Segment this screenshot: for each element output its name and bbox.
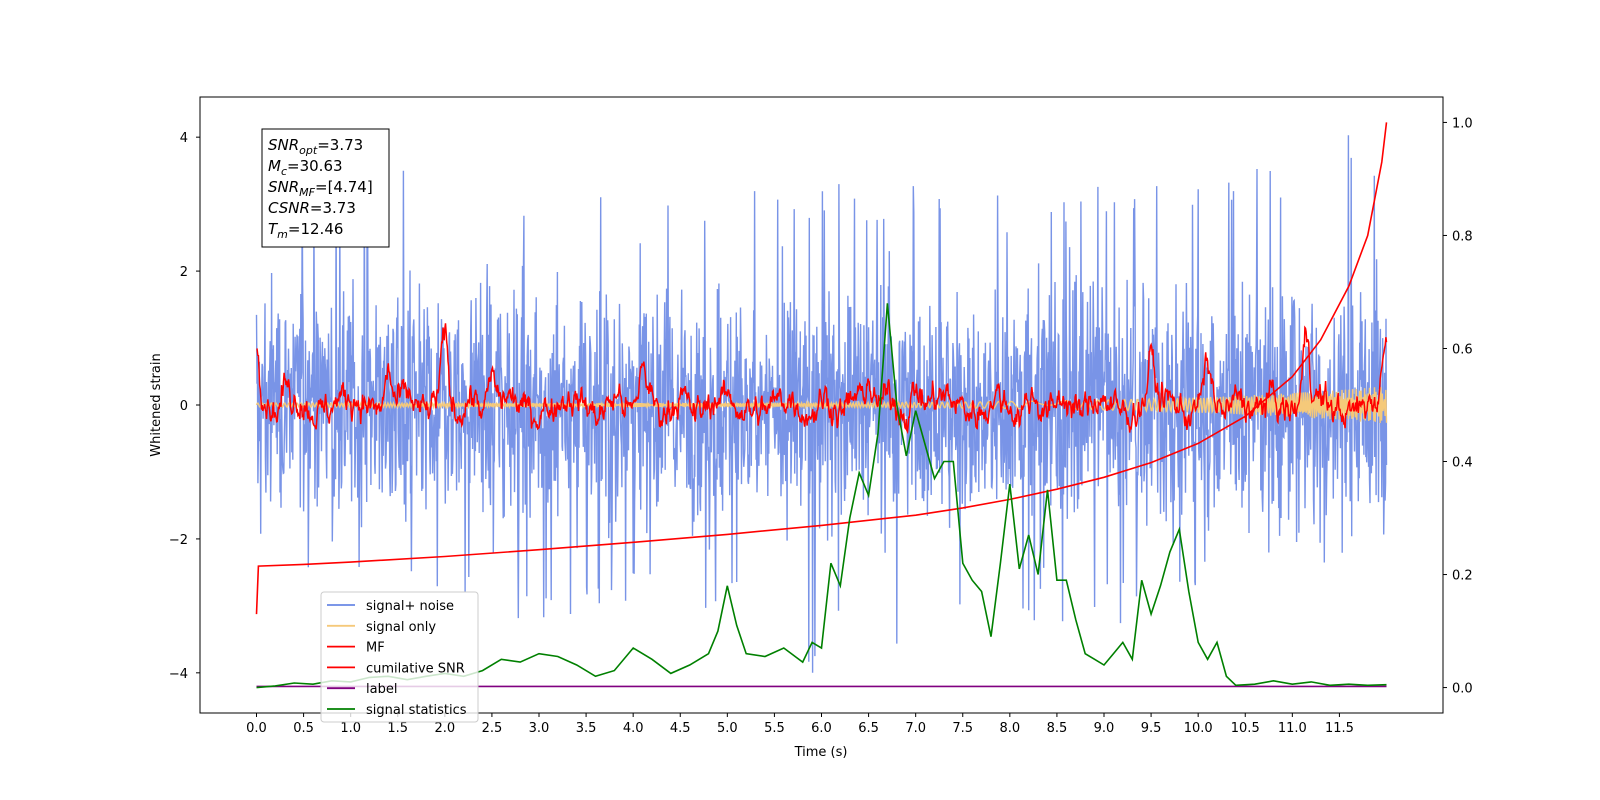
x-tick-label: 11.0: [1278, 721, 1307, 736]
y2-tick-label: 0.4: [1452, 456, 1473, 471]
x-tick-label: 0.0: [246, 721, 267, 736]
x-tick-label: 1.5: [387, 721, 408, 736]
x-axis: 0.0 0.5 1.0 1.5 2.0 2.5 3.0 3.5 4.0 4.5 5.0 5.5 6.0 6…: [246, 713, 1354, 736]
series-layer: [255, 122, 1388, 689]
x-tick-label: 2.5: [482, 721, 503, 736]
x-tick-label: 8.0: [999, 721, 1020, 736]
x-tick-label: 8.5: [1047, 721, 1068, 736]
y-axis-left: 4 2 0 −2 −4: [169, 131, 200, 682]
y-tick-label: 2: [180, 265, 188, 280]
x-tick-label: 4.0: [623, 721, 644, 736]
x-tick-label: 10.5: [1231, 721, 1260, 736]
annotation-line: Mc=30.63: [268, 157, 343, 178]
x-tick-label: 0.5: [293, 721, 314, 736]
x-tick-label: 11.5: [1325, 721, 1354, 736]
x-tick-label: 10.0: [1184, 721, 1213, 736]
y-tick-label: 4: [180, 131, 188, 146]
x-tick-label: 9.5: [1141, 721, 1162, 736]
legend-frame: [320, 591, 479, 723]
legend-entry-label: cumilative SNR: [366, 661, 465, 676]
legend-entry-label: signal+ noise: [366, 599, 454, 614]
y-tick-label: −2: [169, 533, 188, 548]
series-cumulative-snr-line: [255, 122, 1388, 615]
y2-tick-label: 0.2: [1452, 569, 1473, 584]
y2-tick-label: 0.8: [1452, 229, 1473, 244]
series-signal-statistics-line: [256, 303, 1387, 689]
annotation-line: SNRMF=[4.74]: [268, 178, 373, 199]
y-axis-label: Whitened strain: [149, 353, 164, 456]
snr-annotation-box: SNRopt=3.73Mc=30.63SNRMF=[4.74]CSNR=3.73…: [261, 128, 390, 248]
annotation-line: Tm=12.46: [268, 220, 343, 241]
x-tick-label: 2.0: [434, 721, 455, 736]
legend: signal+ noise signal only MF cumilative SNR…: [320, 591, 479, 723]
y-axis-right: 0.0 0.2 0.4 0.6 0.8 1.0: [1443, 116, 1473, 697]
annotation-line: CSNR=3.73: [268, 199, 356, 217]
x-tick-label: 9.0: [1094, 721, 1115, 736]
y2-tick-label: 0.6: [1452, 342, 1473, 357]
x-tick-label: 7.0: [905, 721, 926, 736]
x-tick-label: 6.0: [811, 721, 832, 736]
legend-entry-label: signal statistics: [366, 703, 467, 718]
x-tick-label: 5.5: [764, 721, 785, 736]
y-tick-label: −4: [169, 667, 188, 682]
x-tick-label: 6.5: [858, 721, 879, 736]
x-axis-label: Time (s): [794, 745, 848, 760]
x-tick-label: 3.5: [576, 721, 597, 736]
y2-tick-label: 0.0: [1452, 682, 1473, 697]
legend-entry-label: MF: [366, 641, 385, 656]
x-tick-label: 4.5: [670, 721, 691, 736]
x-tick-label: 1.0: [340, 721, 361, 736]
legend-entry-label: label: [366, 682, 397, 697]
series-mf-line: [256, 323, 1388, 435]
x-tick-label: 3.0: [529, 721, 550, 736]
x-tick-label: 7.5: [952, 721, 973, 736]
x-tick-label: 5.0: [717, 721, 738, 736]
y-tick-label: 0: [180, 399, 188, 414]
y2-tick-label: 1.0: [1452, 116, 1473, 131]
annotation-line: SNRopt=3.73: [268, 136, 363, 157]
series-signal-noise-line: [255, 135, 1388, 673]
annotation-frame: [261, 128, 390, 248]
legend-entry-label: signal only: [366, 620, 436, 635]
